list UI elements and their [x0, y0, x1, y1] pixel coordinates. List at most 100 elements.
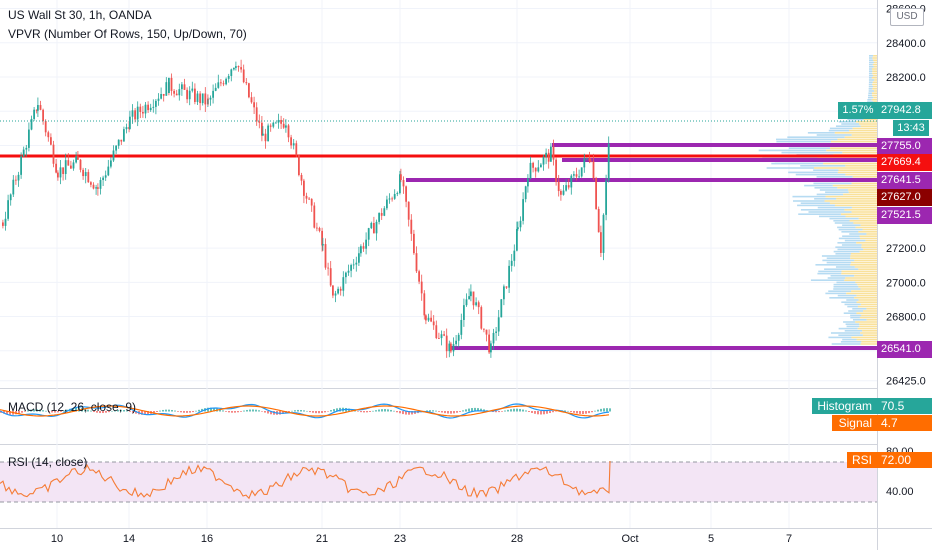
histogram-label: Histogram [812, 398, 877, 414]
candle-body [107, 166, 110, 176]
candle-body [272, 122, 275, 127]
vp-bar-up [842, 338, 857, 341]
candle-body [400, 174, 402, 181]
candle-body [492, 332, 495, 344]
macd-histogram-bar [300, 410, 302, 412]
macd-histogram-bar [282, 411, 284, 414]
macd-histogram-bar [24, 411, 26, 412]
macd-histogram-bar [498, 411, 500, 413]
vp-bar-up [868, 72, 873, 75]
candle-body [157, 98, 160, 101]
vp-bar-down [859, 325, 877, 328]
candle-body [334, 293, 337, 296]
vp-bar-up [833, 286, 859, 288]
vp-bar-down [834, 204, 877, 207]
currency-badge[interactable]: USD [890, 8, 924, 26]
candle-body [144, 104, 147, 114]
candle-body [452, 344, 455, 352]
candle-body [534, 167, 537, 172]
candle-body [399, 174, 401, 194]
vp-bar-down [872, 81, 877, 83]
vp-bar-down [852, 176, 877, 178]
vp-bar-down [855, 281, 877, 284]
candle-body [347, 270, 350, 273]
price-axis-border [877, 0, 878, 550]
vp-bar-down [871, 68, 877, 70]
candle-body [287, 125, 290, 138]
candle-body [79, 159, 82, 170]
vp-bar-up [808, 211, 852, 213]
macd-histogram-bar [378, 409, 380, 412]
macd-histogram-bar [309, 411, 311, 413]
vp-bar-down [873, 85, 877, 88]
candle-body [87, 172, 90, 183]
candle-body [248, 83, 250, 98]
candle-body [380, 213, 383, 216]
vp-bar-up [850, 314, 862, 317]
candle-body [235, 66, 237, 68]
candle-body [191, 88, 194, 91]
vp-bar-up [781, 151, 843, 154]
vp-bar-down [846, 292, 877, 295]
candle-body [77, 156, 79, 160]
candle-body [15, 179, 17, 181]
candle-body [67, 160, 70, 166]
macd-histogram-bar [102, 411, 104, 414]
vp-bar-down [858, 299, 877, 301]
macd-histogram-bar [57, 411, 59, 413]
macd-histogram-bar [408, 411, 410, 415]
vp-bar-down [861, 314, 877, 317]
candle-body [39, 105, 42, 110]
macd-histogram-bar [54, 411, 56, 413]
macd-histogram-bar [291, 410, 293, 412]
macd-histogram-bar [258, 410, 260, 412]
vp-bar-down [851, 336, 877, 339]
time-tick-label: 14 [123, 533, 135, 545]
candle-body [440, 334, 443, 339]
macd-histogram-bar [405, 411, 407, 415]
vp-bar-down [859, 235, 877, 237]
candle-body [510, 260, 513, 266]
candle-body [435, 325, 438, 339]
candle-body [570, 175, 573, 188]
macd-histogram-bar [159, 410, 161, 412]
candle-body [483, 328, 485, 330]
vp-bar-up [828, 336, 852, 339]
candle-body [217, 82, 220, 88]
macd-histogram-bar [6, 411, 8, 415]
vp-bar-down [871, 99, 877, 101]
candle-body [324, 244, 327, 268]
vp-bar-up [830, 332, 861, 334]
candle-body [129, 116, 131, 129]
vp-bar-up [828, 129, 850, 132]
candle-body [355, 262, 358, 265]
vp-bar-up [817, 206, 852, 209]
macd-histogram-bar [372, 410, 374, 412]
vp-bar-up [868, 90, 875, 92]
vp-bar-up [804, 184, 833, 187]
macd-histogram-bar [252, 409, 254, 412]
candle-body [194, 88, 196, 102]
macd-histogram-bar [51, 411, 53, 413]
macd-histogram-bar [18, 411, 20, 414]
candle-body [522, 199, 524, 221]
level-lines[interactable] [0, 143, 877, 350]
vp-bar-down [866, 319, 877, 321]
macd-histogram-bar [327, 411, 329, 412]
macd-histogram-bar [480, 408, 482, 412]
candle-body [337, 288, 339, 294]
vp-bar-up [766, 167, 815, 169]
candle-body [75, 156, 77, 163]
vp-bar-up [825, 292, 847, 295]
candle-body [90, 182, 92, 185]
macd-histogram-bar [219, 409, 221, 412]
vp-bar-up [843, 312, 857, 314]
vp-bar-up [868, 88, 873, 90]
macd-legend: MACD (12, 26, close, 9) [8, 400, 137, 414]
macd-histogram-bar [318, 411, 320, 414]
vp-bar-up [846, 325, 860, 328]
vp-bar-up [798, 213, 841, 215]
vp-bar-up [840, 341, 862, 343]
